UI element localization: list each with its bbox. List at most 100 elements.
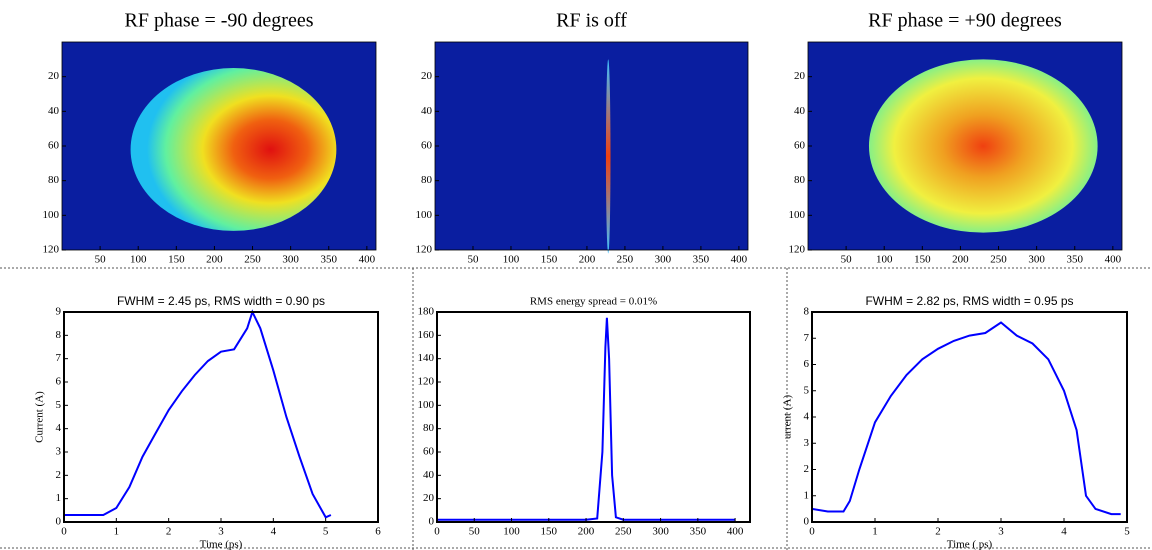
y-tick-label: 160 <box>418 329 435 341</box>
current-profile <box>64 309 332 519</box>
x-tick-label: 4 <box>1061 526 1067 538</box>
beam-image <box>130 67 337 231</box>
x-tick-label: 4 <box>271 526 277 538</box>
x-tick-label: 50 <box>469 526 481 538</box>
y-tick-label: 7 <box>56 352 62 364</box>
x-tick-label: 200 <box>579 254 596 266</box>
y-tick-label: 100 <box>418 399 435 411</box>
y-tick-label: 5 <box>56 399 62 411</box>
panel-title: FWHM = 2.45 ps, RMS width = 0.90 ps <box>117 294 325 308</box>
x-tick-label: 250 <box>244 254 261 266</box>
y-tick-label: 2 <box>804 463 810 475</box>
axes-frame <box>63 311 379 523</box>
y-tick-label: 20 <box>423 492 435 504</box>
axes-frame <box>811 311 1128 523</box>
y-tick-label: 4 <box>804 411 810 423</box>
y-tick-label: 0 <box>56 516 62 528</box>
y-tick-label: 9 <box>56 306 62 318</box>
panel-title: RF phase = -90 degrees <box>124 10 313 32</box>
y-tick-label: 20 <box>794 70 806 82</box>
panel-title: RMS energy spread = 0.01% <box>530 296 657 308</box>
y-tick-label: 2 <box>56 469 62 481</box>
current-profile <box>437 317 736 521</box>
x-tick-label: 250 <box>617 254 634 266</box>
x-tick-label: 50 <box>95 254 107 266</box>
y-tick-label: 6 <box>56 376 62 388</box>
x-tick-label: 150 <box>541 254 558 266</box>
y-tick-label: 40 <box>423 469 435 481</box>
axes-frame <box>436 311 751 523</box>
x-tick-label: 6 <box>375 526 381 538</box>
x-tick-label: 250 <box>990 254 1007 266</box>
y-tick-label: 5 <box>804 384 810 396</box>
x-tick-label: 400 <box>727 526 744 538</box>
x-tick-label: 100 <box>503 526 520 538</box>
x-tick-label: 200 <box>952 254 969 266</box>
y-tick-label: 60 <box>794 140 806 152</box>
x-tick-label: 150 <box>168 254 185 266</box>
x-tick-label: 200 <box>206 254 223 266</box>
y-tick-label: 60 <box>421 140 433 152</box>
x-tick-label: 300 <box>282 254 299 266</box>
y-tick-label: 40 <box>48 105 60 117</box>
current-profile <box>811 321 1121 516</box>
y-tick-label: 6 <box>804 358 810 370</box>
x-tick-label: 300 <box>652 526 669 538</box>
y-tick-label: 0 <box>429 516 435 528</box>
y-tick-label: 60 <box>423 446 435 458</box>
y-tick-label: 100 <box>789 209 806 221</box>
x-tick-label: 400 <box>731 254 748 266</box>
x-axis-label: Time ( ps) <box>947 539 993 550</box>
x-tick-label: 100 <box>130 254 147 266</box>
x-tick-label: 150 <box>541 526 558 538</box>
x-tick-label: 1 <box>872 526 878 538</box>
y-tick-label: 40 <box>794 105 806 117</box>
y-tick-label: 120 <box>43 244 60 256</box>
y-tick-label: 8 <box>804 306 810 318</box>
x-tick-label: 1 <box>114 526 120 538</box>
y-tick-label: 1 <box>804 489 810 501</box>
x-tick-label: 5 <box>323 526 329 538</box>
y-tick-label: 7 <box>804 332 810 344</box>
y-tick-label: 100 <box>416 209 433 221</box>
y-tick-label: 100 <box>43 209 60 221</box>
panel-title: FWHM = 2.82 ps, RMS width = 0.95 ps <box>865 294 1073 308</box>
x-tick-label: 0 <box>434 526 440 538</box>
y-tick-label: 120 <box>416 244 433 256</box>
x-tick-label: 250 <box>615 526 632 538</box>
y-tick-label: 80 <box>421 174 433 186</box>
y-tick-label: 8 <box>56 329 62 341</box>
y-tick-label: 4 <box>56 422 62 434</box>
y-tick-label: 60 <box>48 140 60 152</box>
y-tick-label: 1 <box>56 492 62 504</box>
x-tick-label: 3 <box>998 526 1004 538</box>
x-tick-label: 300 <box>1028 254 1045 266</box>
x-tick-label: 100 <box>876 254 893 266</box>
y-tick-label: 140 <box>418 352 435 364</box>
beam-image <box>605 59 611 254</box>
y-axis-label: urrent (A) <box>782 395 794 440</box>
y-tick-label: 120 <box>789 244 806 256</box>
beam-image <box>868 59 1098 233</box>
y-tick-label: 80 <box>48 174 60 186</box>
x-tick-label: 350 <box>693 254 710 266</box>
y-tick-label: 80 <box>794 174 806 186</box>
y-axis-label: Current (A) <box>34 391 46 443</box>
x-tick-label: 2 <box>935 526 941 538</box>
x-tick-label: 300 <box>655 254 672 266</box>
y-tick-label: 0 <box>804 516 810 528</box>
y-tick-label: 120 <box>418 376 435 388</box>
x-tick-label: 350 <box>1066 254 1083 266</box>
x-tick-label: 400 <box>1105 254 1122 266</box>
x-tick-label: 150 <box>914 254 931 266</box>
y-tick-label: 20 <box>48 70 60 82</box>
x-tick-label: 0 <box>809 526 815 538</box>
x-tick-label: 50 <box>841 254 853 266</box>
y-tick-label: 3 <box>804 437 810 449</box>
heatmap-background <box>435 42 748 250</box>
y-tick-label: 180 <box>418 306 435 318</box>
x-tick-label: 5 <box>1124 526 1130 538</box>
x-tick-label: 100 <box>503 254 520 266</box>
x-tick-label: 350 <box>690 526 707 538</box>
